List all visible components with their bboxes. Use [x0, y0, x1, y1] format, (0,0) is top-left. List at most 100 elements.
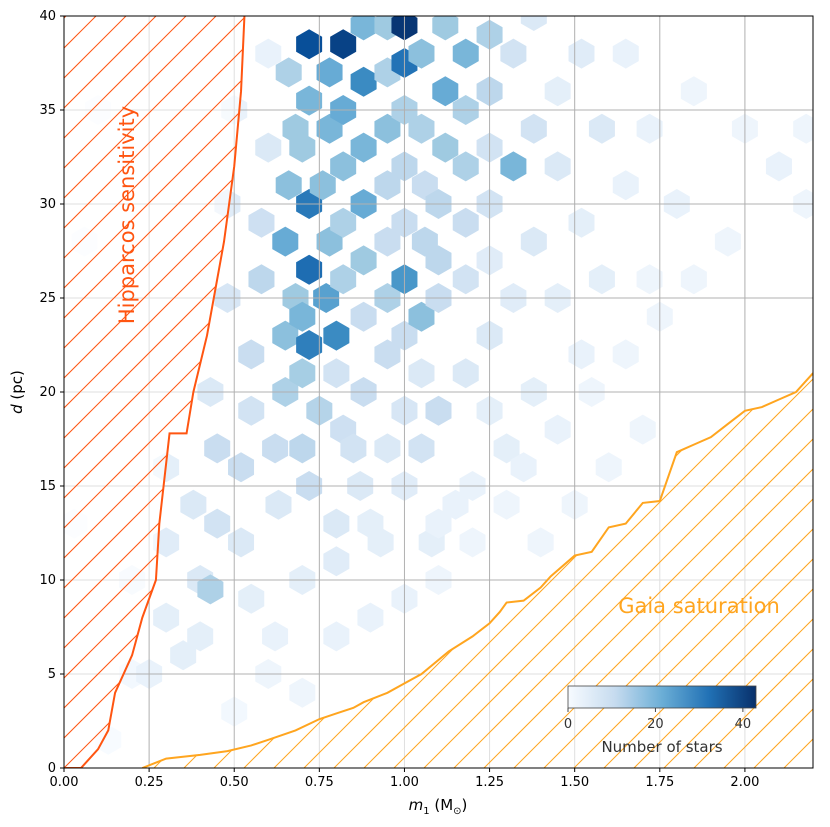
hexbin-cell	[500, 151, 527, 182]
hexbin-cell	[432, 132, 459, 163]
x-label-unit-open: (M	[430, 796, 454, 814]
y-label-var: d	[8, 404, 26, 414]
hexbin-cell	[636, 264, 663, 295]
axis-ticks: 0.00 0.25 0.50 0.75 1.00 1.25 1.50 1.75 2.00 0 5 10…	[39, 9, 759, 790]
hexbin-cell	[411, 170, 438, 201]
hexbin-cell	[350, 301, 377, 332]
hexbin-cell	[289, 358, 316, 389]
hexbin-cell	[180, 489, 207, 520]
colorbar: 0 20 40 Number of stars	[564, 685, 757, 756]
x-tick-label: 0.75	[305, 775, 334, 790]
x-axis-label: m1 (M⊙)	[409, 796, 468, 817]
gaia-curve	[141, 372, 813, 768]
hexbin-cell	[432, 76, 459, 107]
hipparcos-hatch-line	[64, 16, 245, 768]
gaia-label: Gaia saturation	[618, 594, 780, 618]
hexbin-cell	[296, 85, 323, 116]
hexbin-cell	[493, 433, 520, 464]
y-tick-label: 35	[39, 103, 56, 118]
hipparcos-hatch-line	[64, 16, 245, 768]
hexbin-cell	[636, 113, 663, 144]
hipparcos-hatch-line	[64, 16, 245, 768]
hexbin-cell	[408, 358, 435, 389]
hexbin-cell	[411, 226, 438, 257]
hexbin-cell	[275, 57, 302, 88]
x-label-unit-sub: ⊙	[453, 806, 461, 817]
hexbin-cell	[452, 264, 479, 295]
hexbin-cell	[350, 245, 377, 276]
hexbin-cell	[527, 527, 554, 558]
x-tick-label: 1.00	[390, 775, 419, 790]
hexbin-cell	[153, 602, 180, 633]
x-tick-label: 1.25	[475, 775, 504, 790]
hexbin-cell	[765, 151, 792, 182]
hexbin-cell	[262, 433, 289, 464]
hexbin-cell	[296, 330, 323, 360]
x-tick-label: 2.00	[730, 775, 759, 790]
hexbin-cell	[374, 226, 401, 257]
hipparcos-hatch-line	[64, 16, 245, 768]
y-tick-label: 40	[39, 9, 56, 24]
hipparcos-hatch-line	[64, 16, 245, 768]
hexbin-cell	[330, 151, 357, 182]
y-tick-label: 20	[39, 385, 56, 400]
hexbin-cell	[272, 320, 299, 351]
hexbin-cell	[452, 358, 479, 389]
y-tick-label: 0	[48, 761, 56, 776]
hexbin-cell	[323, 358, 350, 389]
y-label-unit: (pc)	[8, 370, 26, 404]
hexbin-cell	[680, 264, 707, 295]
hexbin-cell	[340, 433, 367, 464]
hexbin-cell	[272, 226, 299, 257]
gaia-hatch-line	[513, 373, 813, 768]
colorbar-tick-label: 40	[735, 717, 752, 732]
hexbin-cell	[425, 508, 452, 539]
hexbin-cell	[544, 151, 571, 182]
hexbin-cell	[544, 414, 571, 445]
hexbin-cell	[793, 113, 813, 144]
colorbar-tick-label: 0	[564, 717, 572, 732]
hexbin-cell	[714, 226, 741, 257]
y-tick-label: 5	[48, 667, 56, 682]
colorbar-gradient	[567, 685, 757, 709]
hexbin-cell	[197, 574, 224, 605]
gaia-hatch-line	[393, 373, 813, 768]
x-tick-label: 0.25	[135, 775, 164, 790]
hexbin-cell	[374, 113, 401, 144]
hexbin-cell	[289, 677, 316, 708]
hexbin-cell	[204, 433, 231, 464]
hexbin-cell	[238, 339, 265, 370]
hipparcos-hatch-line	[64, 16, 245, 768]
x-label-unit-close: )	[462, 796, 468, 814]
hexbin-cell	[289, 132, 316, 163]
hexbin-cell	[452, 151, 479, 182]
y-tick-label: 30	[39, 197, 56, 212]
hipparcos-label: Hipparcos sensitivity	[115, 106, 139, 324]
hexbin-cell	[330, 29, 357, 60]
hexbin-cell	[588, 113, 615, 144]
y-tick-label: 15	[39, 479, 56, 494]
limit-curves	[64, 16, 813, 768]
hexbin-cell	[204, 508, 231, 539]
hipparcos-hatch-line	[64, 16, 245, 768]
hexbin-cell	[187, 621, 214, 652]
gaia-hatch-line	[573, 373, 813, 768]
hexbin-cell	[350, 132, 377, 163]
hexbin-cell	[265, 489, 292, 520]
hexbin-cell	[544, 76, 571, 107]
hipparcos-region-fill	[64, 16, 245, 768]
y-tick-label: 25	[39, 291, 56, 306]
hexbin-cell	[350, 16, 377, 41]
hexbin-cell	[374, 339, 401, 370]
hexbin-cell	[248, 207, 275, 238]
hexbin-cell	[350, 66, 377, 97]
hipparcos-hatch-line	[64, 16, 245, 768]
hexbin-cell	[408, 38, 435, 69]
y-axis-label: d (pc)	[8, 370, 26, 414]
x-tick-label: 0.00	[50, 775, 79, 790]
x-label-sub: 1	[423, 806, 429, 817]
hipparcos-hatch-line	[64, 16, 245, 768]
hexbin-cell	[629, 414, 656, 445]
hexbin-cell	[374, 433, 401, 464]
